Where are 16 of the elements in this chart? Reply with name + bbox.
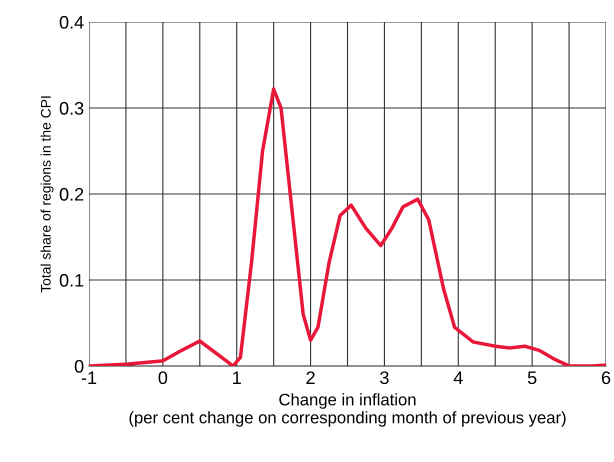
- x-tick-label: 3: [380, 371, 389, 384]
- x-tick-label: 1: [233, 372, 241, 384]
- y-axis-title: Total share of regions in the CPI: [40, 96, 54, 292]
- y-tick-label: 0.3: [60, 102, 84, 115]
- y-tick-label: 0.2: [60, 188, 84, 201]
- y-tick-label: 0: [74, 360, 84, 373]
- x-tick-label: 0: [158, 371, 168, 384]
- x-tick-label: 6: [602, 371, 610, 384]
- line-series: [89, 87, 606, 366]
- y-tick-label: 0.4: [60, 16, 84, 29]
- x-tick-label: 4: [454, 372, 463, 384]
- x-axis-title: Change in inflation (per cent change on corresponding month of previous year): [129, 393, 566, 427]
- y-tick-label: 0.1: [60, 274, 84, 287]
- x-tick-label: 2: [306, 371, 315, 384]
- x-tick-label: 5: [528, 372, 536, 384]
- x-tick-label: -1: [82, 372, 96, 384]
